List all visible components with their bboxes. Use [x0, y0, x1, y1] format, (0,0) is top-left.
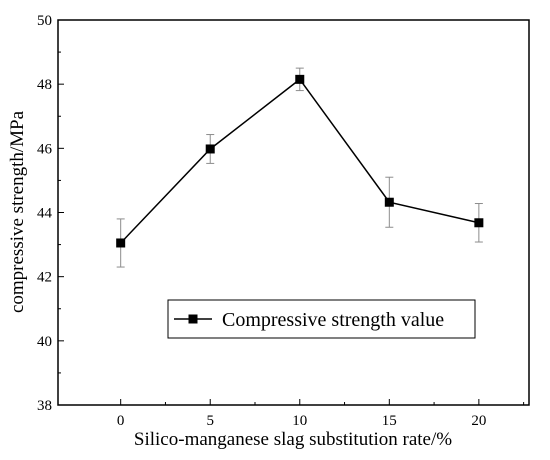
data-point [116, 238, 126, 248]
data-point [384, 197, 394, 207]
y-tick-label: 40 [37, 334, 52, 350]
axis-ticks [58, 19, 525, 406]
y-tick-label: 44 [37, 206, 53, 222]
y-tick-label: 38 [37, 398, 52, 414]
data-point [295, 74, 305, 84]
x-tick-label: 15 [382, 413, 397, 429]
plot-frame [57, 19, 530, 406]
data-point [474, 218, 484, 228]
data-point [205, 144, 215, 154]
x-tick-labels: 0 5 10 15 20 [117, 413, 486, 429]
legend: Compressive strength value [167, 299, 476, 339]
y-tick-label: 42 [37, 270, 52, 286]
x-tick-label: 10 [292, 413, 307, 429]
error-bars [116, 67, 483, 268]
legend-marker-sample [188, 314, 198, 324]
legend-box [167, 299, 476, 339]
series-line [120, 78, 480, 244]
x-tick-label: 20 [471, 413, 486, 429]
x-tick-label: 5 [206, 413, 214, 429]
y-axis-title: compressive strength/MPa [7, 110, 28, 313]
y-tick-label: 48 [37, 77, 52, 93]
series-markers [116, 74, 484, 248]
x-axis-title: Silico-manganese slag substitution rate/… [134, 429, 452, 450]
legend-label: Compressive strength value [222, 309, 444, 331]
y-tick-label: 46 [37, 141, 53, 157]
y-tick-label: 50 [37, 13, 52, 29]
x-tick-label: 0 [117, 413, 125, 429]
y-tick-labels: 38 40 42 44 46 48 50 [37, 13, 53, 414]
